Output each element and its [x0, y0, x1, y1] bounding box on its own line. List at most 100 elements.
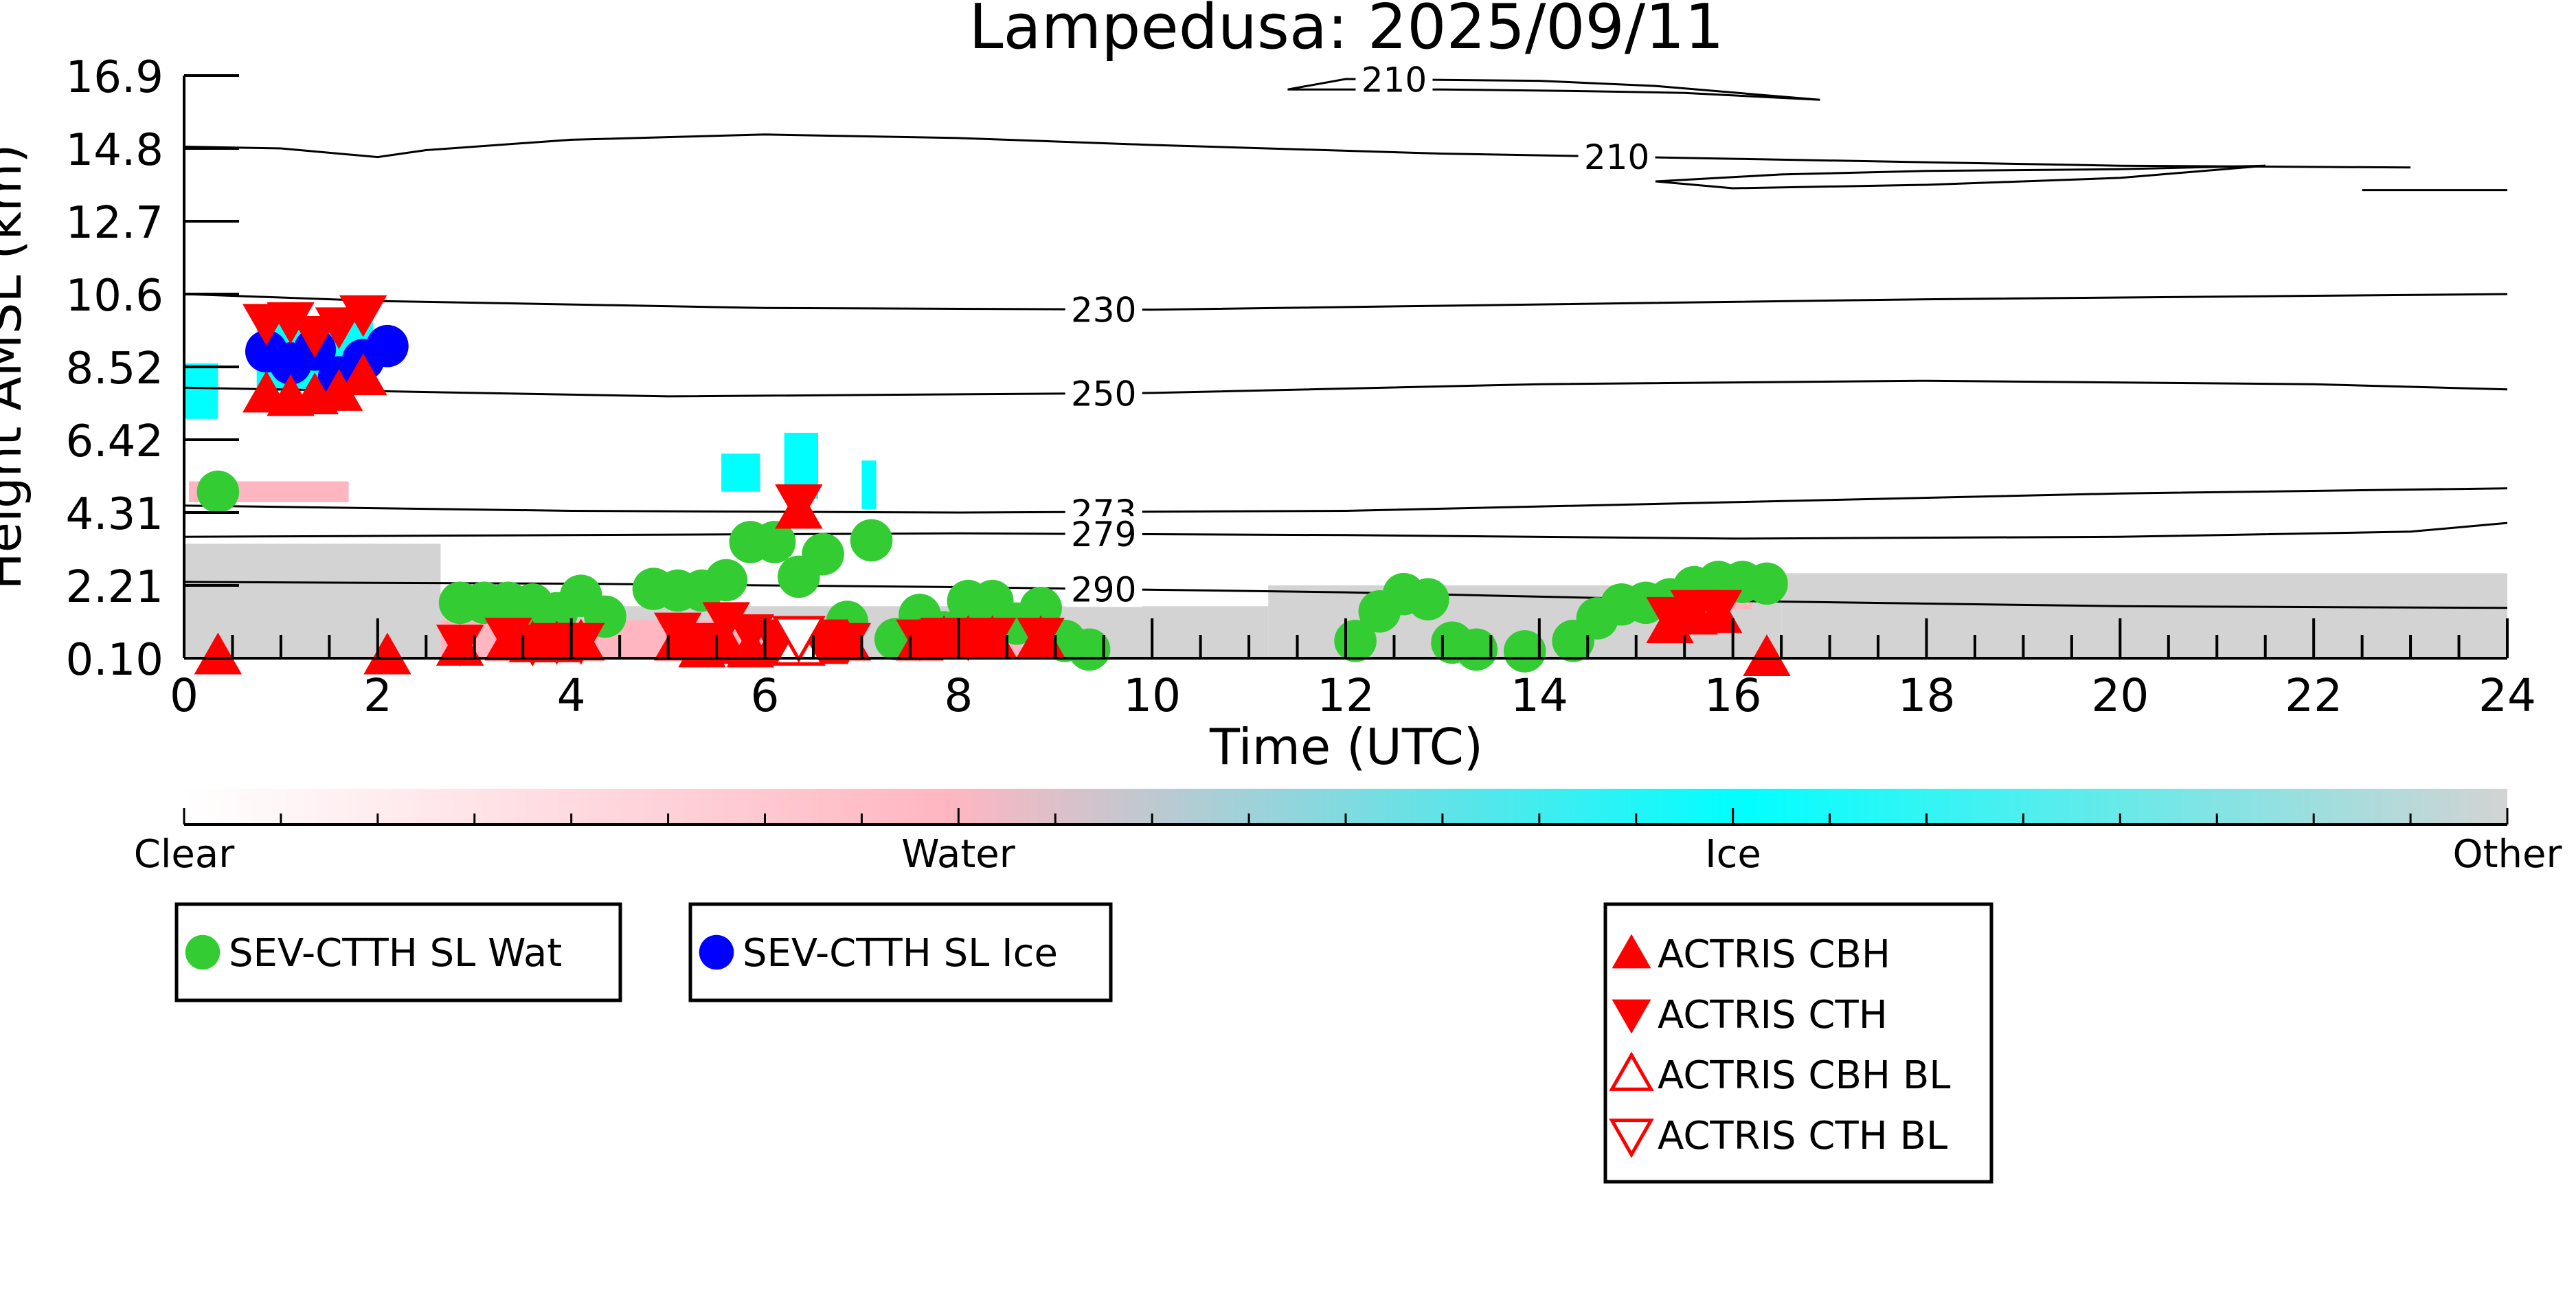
y-tick-label: 12.7 — [66, 198, 164, 249]
contour-label: 230 — [1071, 290, 1136, 330]
legend-marker — [1609, 1119, 1654, 1158]
point-actris-cth — [702, 602, 750, 644]
point-actris-cbh — [315, 369, 363, 411]
point-actris-cbh — [1743, 634, 1791, 677]
colorbar-label: Water — [901, 832, 1016, 877]
y-axis-label: Height AMSL (km) — [0, 144, 32, 590]
colorbar: Clear Water Ice Other — [134, 789, 2562, 877]
contour-label: 210 — [1362, 60, 1427, 100]
point-sev-ctth-sl-wat — [850, 519, 893, 562]
point-sev-ctth-sl-wat — [1745, 562, 1788, 605]
y-tick-label: 16.9 — [66, 52, 164, 103]
x-tick-label: 4 — [557, 669, 586, 722]
x-tick-label: 2 — [363, 669, 392, 722]
mask-region-ice — [184, 363, 218, 419]
x-tick-label: 20 — [2091, 669, 2149, 722]
mask-region-other — [1781, 573, 2507, 658]
legend-marker — [1612, 999, 1651, 1034]
point-actris-cth — [436, 625, 484, 667]
colorbar-label: Other — [2452, 832, 2562, 877]
point-sev-ctth-sl-wat — [753, 521, 796, 563]
point-sev-ctth-sl-wat — [1067, 628, 1111, 671]
x-tick-label: 16 — [1704, 669, 1762, 722]
legend-label: ACTRIS CTH BL — [1658, 1114, 1947, 1158]
colorbar-label: Ice — [1705, 832, 1761, 877]
point-actris-cth — [557, 622, 605, 665]
chart-title: Lampedusa: 2025/09/11 — [969, 0, 1724, 63]
legend-box-sev-wat — [174, 902, 622, 1002]
y-tick-label: 2.21 — [66, 562, 164, 613]
y-axis-ticks: 0.10 2.21 4.31 6.42 8.52 10.6 12.7 14.8 16.9 — [66, 52, 239, 686]
point-sev-ctth-sl-wat — [802, 532, 844, 576]
point-actris-cth — [823, 622, 871, 665]
legend-label: SEV-CTTH SL Wat — [229, 931, 562, 976]
contour-line — [183, 487, 2508, 514]
contour-label-bg — [1065, 375, 1142, 412]
legend-marker — [1612, 934, 1651, 969]
x-tick-label: 6 — [751, 669, 780, 722]
point-sev-ctth-sl-ice — [366, 324, 409, 368]
point-actris-cth — [968, 618, 1017, 660]
y-tick-label: 8.52 — [66, 344, 164, 394]
contour-label-bg — [1355, 61, 1433, 98]
y-tick-label: 4.31 — [66, 489, 164, 540]
x-tick-label: 22 — [2285, 669, 2342, 722]
point-sev-ctth-sl-wat — [1406, 578, 1449, 620]
point-actris-cbh — [339, 353, 387, 396]
point-actris-cth — [1017, 618, 1065, 660]
legend-label: ACTRIS CBH BL — [1658, 1053, 1950, 1098]
legend-marker — [1609, 1051, 1654, 1091]
legend-marker — [185, 934, 221, 970]
contour-line — [183, 293, 2508, 311]
legend-marker — [699, 934, 734, 970]
x-tick-label: 8 — [944, 669, 973, 722]
contour-label-bg — [1578, 139, 1656, 175]
point-sev-ctth-sl-wat — [196, 470, 240, 513]
x-tick-label: 10 — [1123, 669, 1181, 722]
contour-line — [183, 133, 2411, 169]
point-actris-cbh — [363, 632, 411, 675]
x-tick-label: 0 — [170, 669, 199, 722]
y-tick-label: 14.8 — [66, 125, 164, 176]
point-sev-ctth-sl-wat — [1455, 628, 1498, 671]
legend: SEV-CTTH SL Wat SEV-CTTH SL Ice ACTRIS CBH… — [174, 902, 1993, 1184]
mask-region-ice — [861, 460, 877, 509]
point-actris-cth — [315, 307, 363, 350]
x-tick-label: 24 — [2478, 669, 2536, 722]
x-axis-label: Time (UTC) — [1209, 718, 1483, 776]
point-actris-cth — [267, 302, 315, 344]
mask-region-other — [184, 543, 441, 658]
point-actris-cbh — [194, 632, 242, 675]
point-actris-cth — [1694, 590, 1743, 632]
legend-label: ACTRIS CTH — [1658, 993, 1888, 1037]
x-tick-label: 18 — [1898, 669, 1956, 722]
marker-layer — [194, 295, 1791, 677]
point-actris-cth-bl — [771, 616, 826, 663]
contour-line — [1655, 164, 2266, 190]
contour-label: 279 — [1071, 515, 1136, 554]
contour-label-bg — [1065, 571, 1142, 607]
point-actris-cth — [339, 295, 387, 337]
contour-label-bg — [1065, 516, 1142, 552]
legend-label: SEV-CTTH SL Ice — [743, 931, 1058, 976]
y-tick-label: 0.10 — [66, 635, 164, 686]
legend-box-sev-ice — [688, 902, 1113, 1002]
contour-label: 250 — [1071, 374, 1136, 414]
contour-line — [183, 379, 2508, 398]
contour-line — [183, 521, 2508, 540]
mask-region-ice — [721, 453, 760, 492]
contour-label-bg — [1065, 291, 1142, 328]
colorbar-label: Clear — [134, 832, 235, 877]
contour-label: 210 — [1584, 137, 1649, 177]
contour-label: 290 — [1071, 570, 1136, 609]
point-actris-cth — [775, 484, 823, 526]
y-tick-label: 6.42 — [66, 416, 164, 467]
x-axis-ticks: 0 2 4 6 8 10 12 14 16 18 20 22 24 — [170, 618, 2536, 722]
x-tick-label: 14 — [1511, 669, 1568, 722]
x-tick-label: 12 — [1317, 669, 1375, 722]
colorbar-ticks: Clear Water Ice Other — [134, 808, 2562, 877]
y-tick-label: 10.6 — [66, 271, 164, 322]
